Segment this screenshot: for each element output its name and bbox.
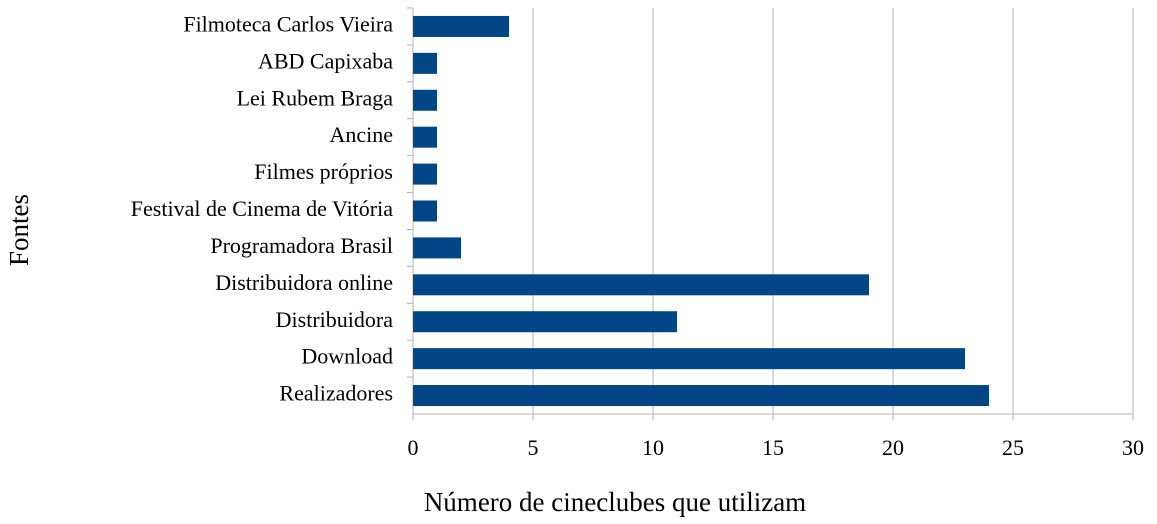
x-tick-label: 25 xyxy=(1002,435,1024,460)
y-tick-label: Realizadores xyxy=(279,381,393,406)
bar xyxy=(413,237,461,259)
y-tick-label: Distribuidora online xyxy=(215,270,393,295)
x-tick-label: 0 xyxy=(408,435,419,460)
y-tick-label: Download xyxy=(301,344,393,369)
y-tick-label: Lei Rubem Braga xyxy=(237,85,394,110)
x-tick-label: 30 xyxy=(1122,435,1144,460)
x-axis-label: Número de cineclubes que utilizam xyxy=(424,487,806,517)
bar xyxy=(413,200,437,222)
y-tick-label: ABD Capixaba xyxy=(258,48,393,73)
bar xyxy=(413,311,677,333)
y-tick-label: Filmes próprios xyxy=(254,159,393,184)
bar xyxy=(413,52,437,74)
y-tick-label: Filmoteca Carlos Vieira xyxy=(183,12,393,37)
x-tick-label: 15 xyxy=(762,435,784,460)
bar xyxy=(413,15,509,37)
x-tick-label: 20 xyxy=(882,435,904,460)
x-tick-label: 5 xyxy=(528,435,539,460)
bar xyxy=(413,163,437,185)
y-tick-label: Festival de Cinema de Vitória xyxy=(131,196,393,221)
y-axis-label: Fontes xyxy=(4,194,34,266)
bar xyxy=(413,385,989,407)
bar xyxy=(413,274,869,296)
bar xyxy=(413,126,437,148)
bar xyxy=(413,89,437,111)
y-tick-label: Programadora Brasil xyxy=(210,233,393,258)
y-tick-label: Ancine xyxy=(329,122,393,147)
bar xyxy=(413,348,965,370)
y-tick-label: Distribuidora xyxy=(276,307,394,332)
x-tick-label: 10 xyxy=(642,435,664,460)
